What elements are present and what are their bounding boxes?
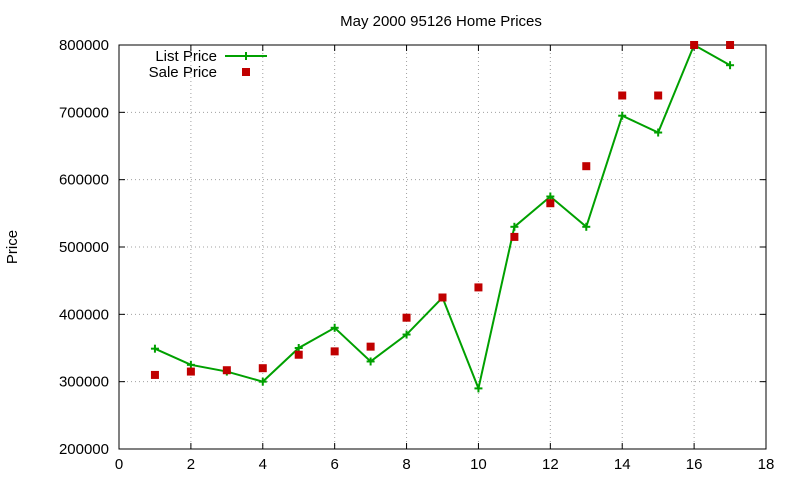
sale-price-point: [258, 364, 267, 373]
list-price-point: [546, 192, 555, 201]
list-price-point: [402, 330, 411, 339]
x-tick-label: 0: [115, 456, 123, 473]
y-tick-label: 500000: [59, 239, 109, 256]
x-tick-label: 18: [758, 456, 775, 473]
x-tick-label: 4: [259, 456, 267, 473]
list-price-point: [582, 222, 591, 231]
sale-price-point: [366, 342, 375, 351]
legend-label-list-price: List Price: [155, 48, 217, 65]
axis-ticks: 0 2 4 6 8 10 12 14 16 18 200000 300000 400000 500000 6…: [59, 37, 774, 473]
series: [150, 41, 735, 393]
sale-price-point: [186, 367, 195, 376]
sale-price-point: [330, 347, 339, 356]
sale-price-point: [690, 41, 699, 49]
sale-price-point: [294, 350, 303, 359]
y-tick-label: 200000: [59, 441, 109, 458]
list-price-point: [510, 222, 519, 231]
list-price-point: [294, 344, 303, 352]
list-price-point: [330, 323, 339, 332]
y-tick-label: 300000: [59, 374, 109, 391]
x-tick-label: 16: [686, 456, 703, 473]
x-tick-label: 12: [542, 456, 559, 473]
legend-marker-sale-price: [242, 68, 250, 76]
y-tick-label: 600000: [59, 172, 109, 189]
sale-price-point: [402, 313, 411, 322]
sale-price-point: [618, 91, 627, 100]
sale-price-point: [546, 199, 555, 208]
sale-price-point: [582, 162, 591, 171]
x-tick-label: 10: [470, 456, 487, 473]
sale-price-point: [150, 370, 159, 379]
sale-price-point: [510, 232, 519, 241]
sale-price-point: [654, 91, 663, 100]
chart-title: May 2000 95126 Home Prices: [340, 13, 542, 30]
x-tick-label: 8: [402, 456, 410, 473]
list-price-point: [618, 111, 627, 120]
sale-price-point: [474, 283, 483, 292]
list-price-point: [186, 360, 195, 369]
sale-price-point: [726, 41, 735, 49]
x-tick-label: 2: [187, 456, 195, 473]
y-tick-label: 700000: [59, 104, 109, 121]
list-price-point: [366, 357, 375, 366]
y-axis-label: Price: [4, 230, 21, 264]
y-tick-label: 800000: [59, 37, 109, 54]
list-price-point: [654, 128, 663, 137]
plot-frame: [118, 44, 767, 450]
sale-price-point: [222, 366, 231, 375]
legend-label-sale-price: Sale Price: [149, 64, 217, 81]
list-price-point: [726, 61, 735, 70]
legend-marker-list-price: [242, 52, 250, 60]
x-tick-label: 6: [330, 456, 338, 473]
list-price-line: [154, 43, 731, 392]
list-price-point: [150, 344, 159, 353]
list-price-point: [258, 377, 267, 386]
y-tick-label: 400000: [59, 306, 109, 323]
list-price-point: [474, 384, 483, 393]
x-tick-label: 14: [614, 456, 631, 473]
sale-price-point: [438, 293, 447, 302]
